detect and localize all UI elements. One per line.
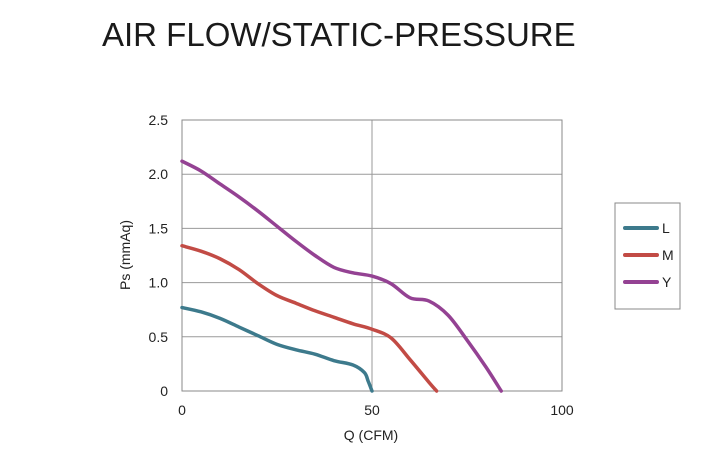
plot-grid xyxy=(181,119,563,392)
legend: LMY xyxy=(614,202,681,310)
tick-labels: 0 50 100 0 0.5 1.0 1.5 2.0 2.5 xyxy=(149,112,574,418)
series-layer xyxy=(180,159,503,393)
legend-label-L: L xyxy=(662,220,670,236)
x-tick-label-0: 0 xyxy=(178,402,186,418)
y-tick-label-0: 0 xyxy=(160,383,168,399)
y-tick-label-3: 1.5 xyxy=(149,220,169,236)
chart-title: AIR FLOW/STATIC-PRESSURE xyxy=(102,16,576,53)
y-tick-label-2: 1.0 xyxy=(149,275,169,291)
y-tick-label-5: 2.5 xyxy=(149,112,169,128)
legend-label-M: M xyxy=(662,247,674,263)
series-line-M xyxy=(180,243,439,393)
x-tick-label-1: 50 xyxy=(364,402,380,418)
series-line-Y xyxy=(180,159,503,393)
series-line-L xyxy=(180,305,374,393)
y-tick-label-1: 0.5 xyxy=(149,329,169,345)
x-tick-label-2: 100 xyxy=(550,402,574,418)
y-axis-label: Ps (mmAq) xyxy=(117,220,133,290)
legend-label-Y: Y xyxy=(662,274,672,290)
y-tick-label-4: 2.0 xyxy=(149,166,169,182)
x-axis-label: Q (CFM) xyxy=(344,427,398,443)
